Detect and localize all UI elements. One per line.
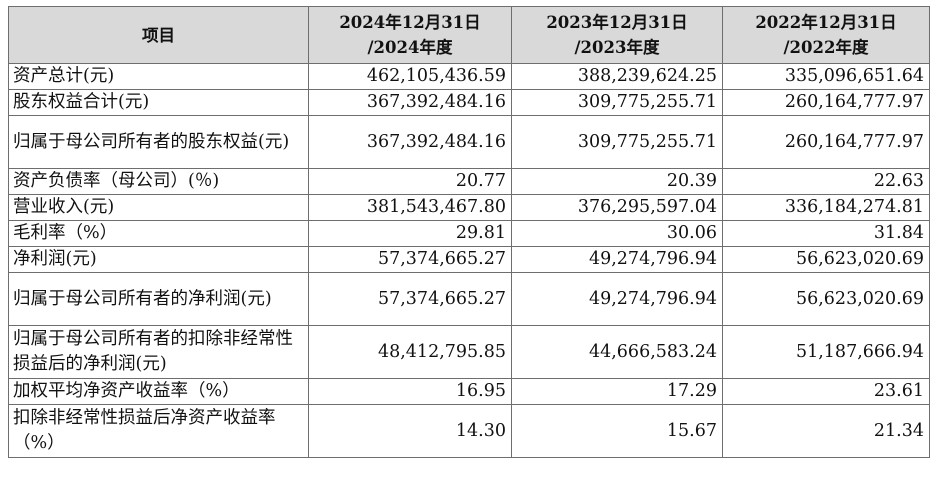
header-item: 项目 — [8, 6, 309, 64]
cell-2022: 51,187,666.94 — [722, 325, 930, 379]
table-row: 毛利率（%） 29.81 30.06 31.84 — [8, 220, 930, 247]
cell-2022: 260,164,777.97 — [722, 115, 930, 169]
table-row: 归属于母公司所有者的扣除非经常性损益后的净利润(元) 48,412,795.85… — [8, 325, 930, 379]
cell-2023: 30.06 — [511, 220, 723, 247]
row-label: 净利润(元) — [8, 246, 309, 273]
header-2024-date: 2024年12月31日 — [339, 13, 481, 32]
cell-2024: 381,543,467.80 — [308, 194, 512, 221]
cell-2022: 56,623,020.69 — [722, 246, 930, 273]
cell-2023: 20.39 — [511, 168, 723, 195]
financial-summary-table-container: 项目 2024年12月31日 /2024年度 2023年12月31日 /2023… — [8, 6, 930, 458]
header-2024-year: /2024年度 — [367, 38, 453, 57]
row-label: 资产总计(元) — [8, 63, 309, 90]
cell-2023: 309,775,255.71 — [511, 115, 723, 169]
cell-2024: 14.30 — [308, 404, 512, 458]
table-row: 营业收入(元) 381,543,467.80 376,295,597.04 33… — [8, 194, 930, 221]
table-header-row: 项目 2024年12月31日 /2024年度 2023年12月31日 /2023… — [8, 6, 930, 64]
cell-2023: 17.29 — [511, 378, 723, 405]
cell-2024: 16.95 — [308, 378, 512, 405]
cell-2023: 49,274,796.94 — [511, 272, 723, 326]
header-2022-date: 2022年12月31日 — [755, 13, 897, 32]
cell-2024: 57,374,665.27 — [308, 246, 512, 273]
table-row: 股东权益合计(元) 367,392,484.16 309,775,255.71 … — [8, 89, 930, 116]
row-label: 资产负债率（母公司）(％) — [8, 168, 309, 195]
cell-2022: 23.61 — [722, 378, 930, 405]
row-label: 归属于母公司所有者的股东权益(元) — [8, 115, 309, 169]
row-label: 归属于母公司所有者的净利润(元) — [8, 272, 309, 326]
header-2023-year: /2023年度 — [574, 38, 660, 57]
cell-2023: 49,274,796.94 — [511, 246, 723, 273]
cell-2023: 44,666,583.24 — [511, 325, 723, 379]
table-row: 加权平均净资产收益率（%） 16.95 17.29 23.61 — [8, 378, 930, 405]
row-label: 营业收入(元) — [8, 194, 309, 221]
header-2023-date: 2023年12月31日 — [546, 13, 688, 32]
cell-2024: 367,392,484.16 — [308, 115, 512, 169]
cell-2023: 388,239,624.25 — [511, 63, 723, 90]
cell-2024: 48,412,795.85 — [308, 325, 512, 379]
cell-2023: 15.67 — [511, 404, 723, 458]
cell-2024: 20.77 — [308, 168, 512, 195]
table-row: 归属于母公司所有者的股东权益(元) 367,392,484.16 309,775… — [8, 115, 930, 169]
row-label: 毛利率（%） — [8, 220, 309, 247]
header-2022-year: /2022年度 — [783, 38, 869, 57]
header-item-label: 项目 — [142, 25, 175, 45]
row-label: 归属于母公司所有者的扣除非经常性损益后的净利润(元) — [8, 325, 309, 379]
cell-2022: 260,164,777.97 — [722, 89, 930, 116]
table-row: 资产总计(元) 462,105,436.59 388,239,624.25 33… — [8, 63, 930, 90]
table-row: 净利润(元) 57,374,665.27 49,274,796.94 56,62… — [8, 246, 930, 273]
cell-2022: 21.34 — [722, 404, 930, 458]
cell-2022: 22.63 — [722, 168, 930, 195]
financial-summary-table: 项目 2024年12月31日 /2024年度 2023年12月31日 /2023… — [8, 6, 930, 458]
header-2022: 2022年12月31日 /2022年度 — [722, 6, 930, 64]
cell-2023: 376,295,597.04 — [511, 194, 723, 221]
row-label: 加权平均净资产收益率（%） — [8, 378, 309, 405]
cell-2024: 367,392,484.16 — [308, 89, 512, 116]
header-2024: 2024年12月31日 /2024年度 — [308, 6, 512, 64]
row-label: 股东权益合计(元) — [8, 89, 309, 116]
cell-2022: 56,623,020.69 — [722, 272, 930, 326]
header-2023: 2023年12月31日 /2023年度 — [511, 6, 723, 64]
table-row: 扣除非经常性损益后净资产收益率（%） 14.30 15.67 21.34 — [8, 404, 930, 458]
cell-2022: 336,184,274.81 — [722, 194, 930, 221]
row-label: 扣除非经常性损益后净资产收益率（%） — [8, 404, 309, 458]
cell-2024: 29.81 — [308, 220, 512, 247]
cell-2022: 335,096,651.64 — [722, 63, 930, 90]
cell-2024: 57,374,665.27 — [308, 272, 512, 326]
cell-2024: 462,105,436.59 — [308, 63, 512, 90]
cell-2022: 31.84 — [722, 220, 930, 247]
table-row: 归属于母公司所有者的净利润(元) 57,374,665.27 49,274,79… — [8, 272, 930, 326]
table-row: 资产负债率（母公司）(％) 20.77 20.39 22.63 — [8, 168, 930, 195]
cell-2023: 309,775,255.71 — [511, 89, 723, 116]
